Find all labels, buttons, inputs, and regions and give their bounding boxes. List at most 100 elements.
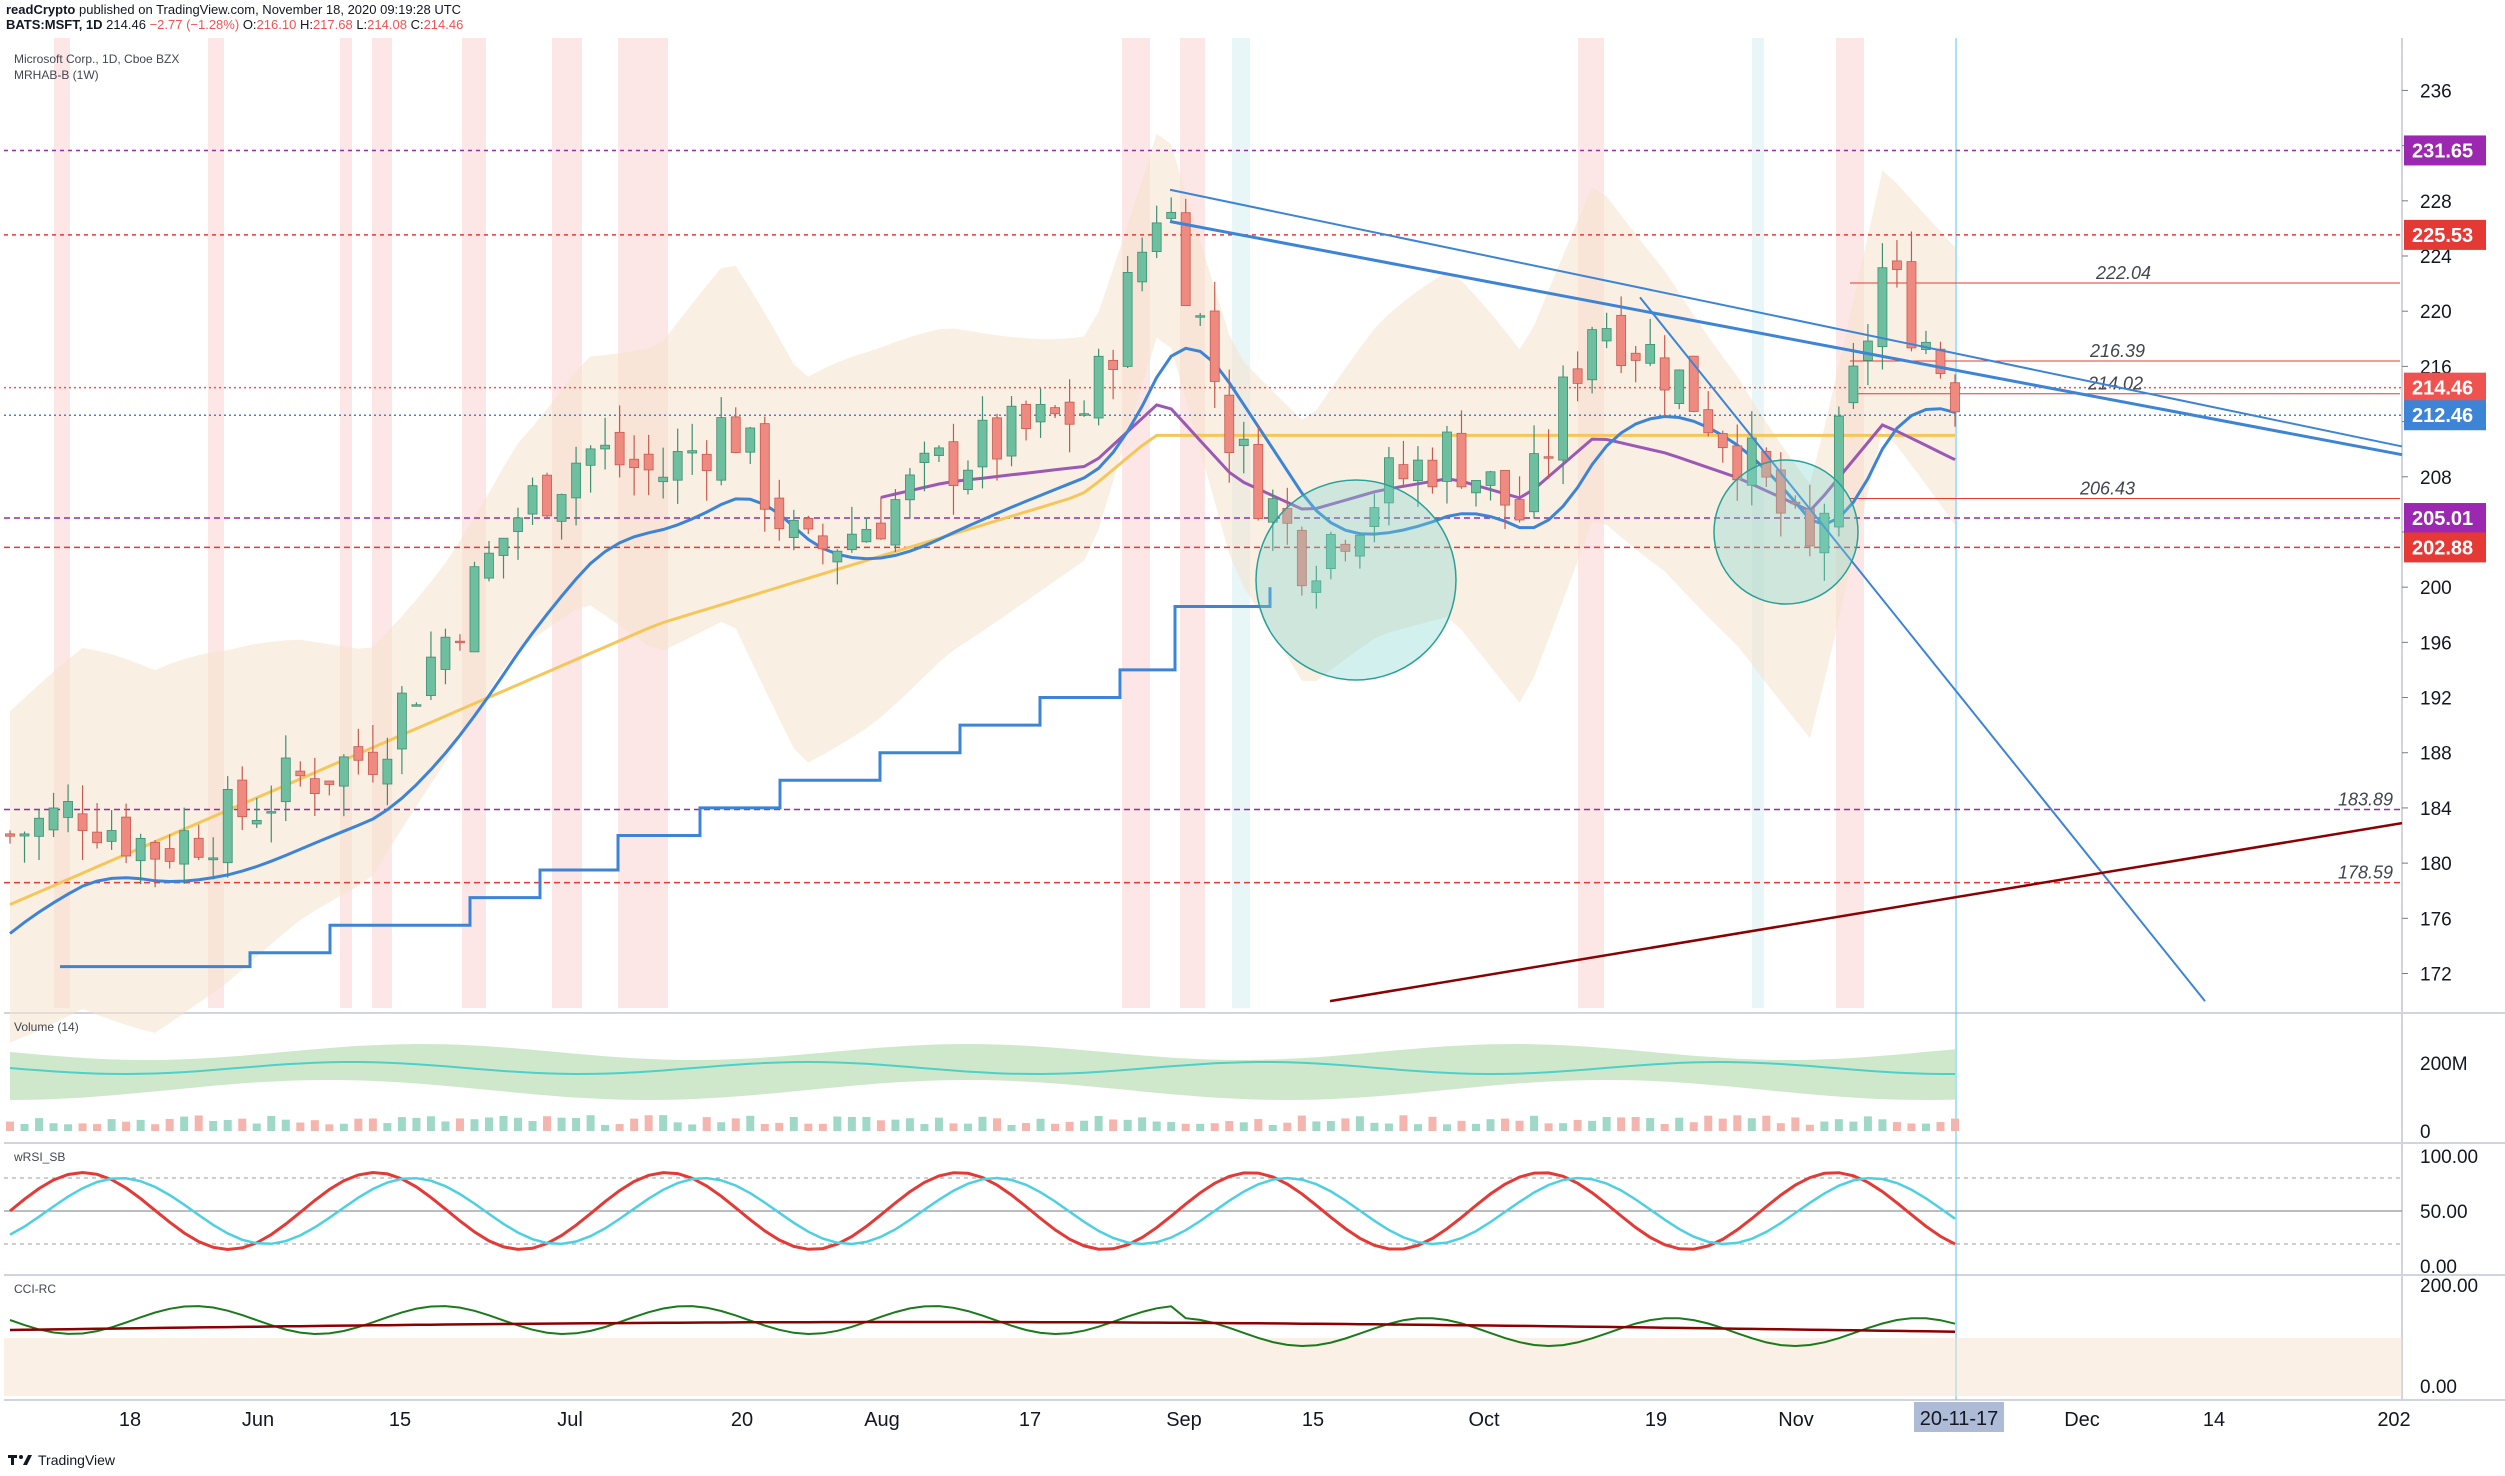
candle-body <box>672 451 683 481</box>
volume-bar <box>601 1124 610 1131</box>
candle-body <box>77 813 88 831</box>
volume-bar <box>905 1118 914 1131</box>
wrsi-pane: 100.00 50.00 0.00 <box>4 1147 2478 1278</box>
candle-body <box>1296 529 1307 587</box>
volume-axis-label: 0 <box>2420 1122 2431 1143</box>
x-tick-label: 19 <box>1645 1409 1667 1431</box>
volume-bar <box>1501 1118 1510 1131</box>
volume-bar <box>543 1116 552 1131</box>
candle-body <box>934 447 944 457</box>
volume-bar <box>1776 1123 1785 1131</box>
ichimoku-cloud <box>10 133 1955 1043</box>
candle-body <box>759 423 770 510</box>
y-tick-label: 192 <box>2420 689 2452 710</box>
volume-bar <box>1820 1121 1829 1131</box>
candle-body <box>1224 394 1235 453</box>
y-tick-label: 200 <box>2420 578 2452 599</box>
candle-body <box>774 497 785 530</box>
volume-bar <box>920 1124 929 1131</box>
current-date-label: 20-11-17 <box>1920 1408 1999 1430</box>
volume-bar <box>165 1118 174 1131</box>
volume-bar <box>296 1122 305 1131</box>
volume-bar <box>1283 1122 1292 1131</box>
candle-body <box>1122 272 1133 367</box>
volume-ma <box>9 1060 1955 1076</box>
close-label: C: <box>410 17 424 32</box>
volume-bar <box>1849 1121 1858 1131</box>
candle-body <box>1456 432 1467 488</box>
highlight-circle <box>1255 479 1457 681</box>
candle-body <box>977 419 988 468</box>
volume-bar <box>1326 1120 1335 1131</box>
price-tag <box>2404 532 2486 563</box>
candle-body <box>484 552 494 579</box>
volume-bar <box>818 1123 827 1131</box>
x-tick-label: 15 <box>1302 1409 1324 1431</box>
volume-bar <box>397 1117 406 1131</box>
candle-body <box>1572 368 1583 384</box>
open-value: 216.10 <box>256 17 297 32</box>
candle-body <box>411 704 422 707</box>
candle-body <box>513 517 523 533</box>
trendline-support <box>1329 821 2403 1003</box>
candle-body <box>614 431 625 466</box>
volume-bar <box>789 1117 798 1131</box>
candle-body <box>803 518 814 530</box>
volume-bar <box>1210 1123 1219 1131</box>
volume-bar <box>64 1124 73 1131</box>
wrsi-signal-line <box>9 1176 1956 1246</box>
volume-bar <box>1878 1119 1887 1131</box>
volume-bar <box>1617 1117 1626 1131</box>
candle-body <box>222 788 233 864</box>
open-label: O: <box>242 17 257 32</box>
candle-body <box>1064 401 1075 425</box>
x-tick-label: 17 <box>1019 1409 1041 1431</box>
candle-body <box>716 417 727 481</box>
volume-bar <box>659 1115 668 1131</box>
candle-body <box>397 692 407 750</box>
candle-body <box>1485 471 1496 486</box>
candle-body <box>1137 251 1148 283</box>
candle-body <box>1384 457 1394 504</box>
candle-body <box>1267 498 1278 523</box>
candle-body <box>1732 445 1743 481</box>
volume-bar <box>455 1118 464 1131</box>
y-tick-label: 172 <box>2420 965 2452 986</box>
candle-body <box>1659 357 1670 391</box>
y-tick-label: 184 <box>2420 799 2452 820</box>
candle-body <box>745 427 756 453</box>
candle-body <box>1790 501 1801 505</box>
candle-body <box>1398 464 1409 480</box>
publisher-name: readCrypto <box>6 2 76 17</box>
y-tick-label: 228 <box>2420 192 2452 213</box>
candle-body <box>1601 328 1612 342</box>
cci-pane: 200.00 0.00 <box>4 1276 2478 1398</box>
volume-bar <box>1341 1118 1350 1131</box>
volume-bar <box>746 1115 755 1131</box>
candle-body <box>585 448 596 466</box>
volume-bar <box>847 1116 856 1131</box>
symbol: BATS:MSFT, 1D <box>6 17 103 32</box>
candle-body <box>571 462 581 499</box>
candle-body <box>1108 359 1119 370</box>
volume-bar <box>267 1115 276 1131</box>
candle-body <box>121 816 132 857</box>
volume-bar <box>1834 1119 1843 1131</box>
x-tick-label: Jun <box>242 1409 274 1431</box>
volume-bar <box>934 1117 943 1131</box>
candle-body <box>992 417 1002 460</box>
candle-body <box>280 757 291 803</box>
candle-body <box>1282 508 1293 524</box>
footer-brand: TradingView <box>38 1452 116 1468</box>
y-tick-label: 176 <box>2420 909 2452 930</box>
cci-band <box>4 1338 2402 1396</box>
price-tags: 231.65 225.53 214.46 212.46 205.01 202.88 <box>2404 135 2486 563</box>
candle-body <box>1427 459 1438 488</box>
volume-bar <box>1442 1124 1451 1131</box>
volume-bar <box>1297 1115 1306 1131</box>
volume-bar <box>760 1124 769 1131</box>
x-tick-label: Jul <box>557 1409 583 1431</box>
candle-body <box>1093 355 1104 419</box>
